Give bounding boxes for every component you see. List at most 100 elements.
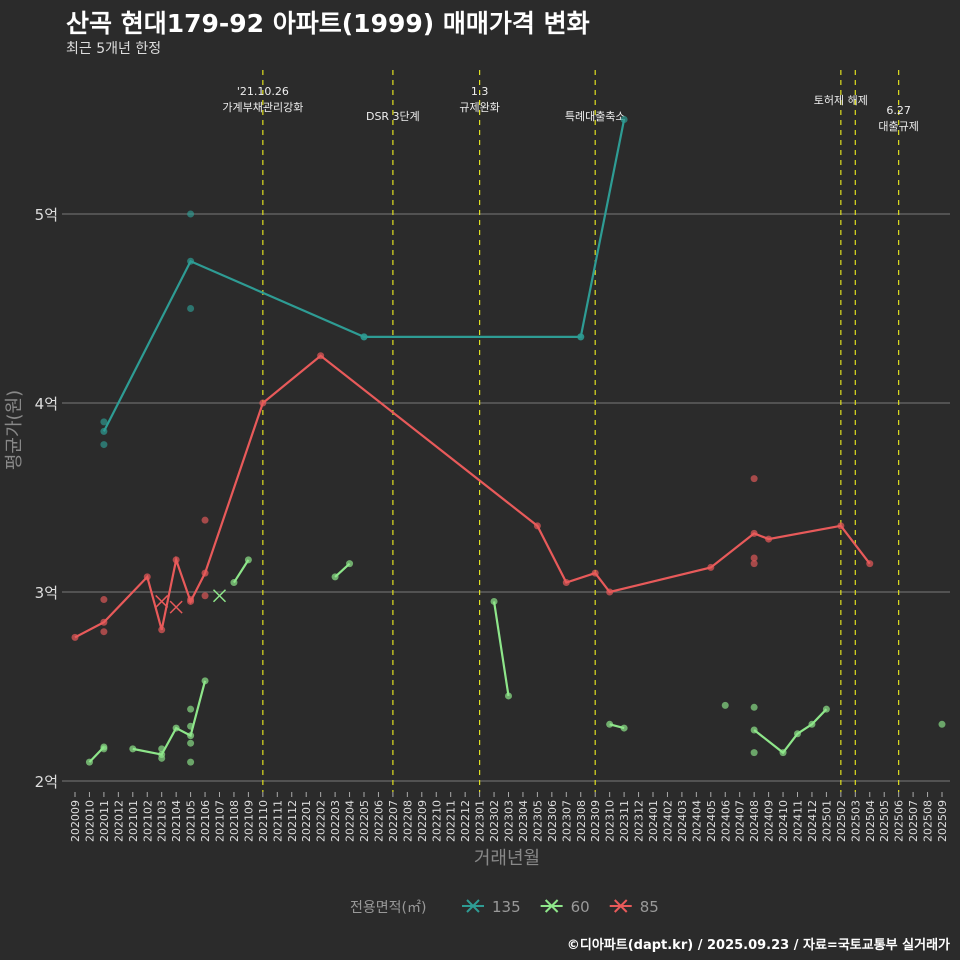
data-point-135: [187, 305, 195, 312]
data-point-85: [750, 475, 758, 483]
series-line-60: [492, 601, 510, 697]
series-line-85: [74, 354, 871, 639]
data-point-60: [620, 724, 628, 732]
data-point-60: [244, 556, 252, 564]
chart-title: 산곡 현대179-92 아파트(1999) 매매가격 변화: [66, 9, 590, 38]
data-point-85: [591, 569, 599, 577]
source-caption: ©디아파트(dapt.kr) / 2025.09.23 / 자료=국토교통부 실…: [566, 938, 950, 953]
x-tick-label: 202211: [445, 800, 458, 842]
data-point-85: [201, 592, 209, 600]
legend-title: 전용면적(㎡): [350, 900, 426, 916]
x-tick-label: 202009: [69, 800, 82, 842]
data-point-85: [259, 399, 267, 407]
data-point-60: [158, 754, 166, 762]
data-point-60: [750, 726, 758, 734]
data-point-85: [158, 626, 166, 634]
data-point-85: [562, 579, 570, 587]
data-point-85: [837, 522, 845, 530]
series-line-135: [102, 119, 626, 432]
event-label: 규제완화: [459, 101, 499, 114]
legend-key-135: [462, 899, 484, 913]
data-point-60: [808, 720, 816, 728]
x-tick-label: 202402: [661, 800, 674, 842]
x-tick-label: 202410: [777, 800, 790, 842]
data-point-85: [317, 352, 325, 360]
x-tick-label: 202401: [647, 800, 660, 842]
x-tick-label: 202111: [271, 800, 284, 842]
x-tick-label: 202106: [199, 800, 212, 842]
x-tick-label: 202406: [719, 800, 732, 842]
event-label: 1.3: [471, 85, 489, 98]
legend-label: 135: [492, 898, 521, 916]
series-line-60: [753, 708, 828, 755]
data-point-60: [230, 579, 238, 587]
data-point-135: [620, 116, 628, 123]
event-label: 특례대출축소: [565, 110, 626, 123]
x-tick-label: 202506: [893, 800, 906, 842]
y-tick-label: 3억: [35, 584, 58, 602]
legend-key-60: [540, 899, 563, 913]
x-tick-label: 202305: [531, 800, 544, 842]
y-tick-label: 4억: [35, 395, 58, 413]
x-tick-label: 202308: [575, 800, 588, 842]
data-point-60: [331, 573, 339, 581]
data-point-135: [360, 333, 368, 341]
x-tick-label: 202303: [503, 800, 516, 842]
y-axis-title: 평균가(원): [4, 390, 25, 470]
x-tick-label: 202202: [315, 800, 328, 842]
data-point-60: [100, 745, 108, 753]
x-tick-label: 202101: [127, 800, 140, 842]
cross-marker-85: [155, 594, 169, 608]
x-tick-label: 202312: [633, 800, 646, 842]
data-point-85: [201, 569, 209, 577]
x-tick-label: 202409: [763, 800, 776, 842]
x-tick-label: 202302: [488, 800, 501, 842]
data-point-85: [187, 596, 195, 604]
data-point-85: [750, 529, 758, 537]
data-point-135: [187, 210, 195, 218]
series-line-60: [233, 559, 250, 584]
event-label: '21.10.26: [237, 85, 289, 98]
data-point-85: [866, 560, 874, 568]
data-point-60: [606, 720, 614, 728]
x-tick-label: 202112: [286, 800, 299, 842]
data-point-60: [187, 758, 195, 766]
x-tick-label: 202505: [878, 800, 891, 842]
x-tick-label: 202508: [922, 800, 935, 842]
x-tick-label: 202311: [618, 800, 631, 842]
x-tick-label: 202203: [329, 800, 342, 842]
data-point-135: [187, 257, 195, 265]
data-point-60: [129, 745, 137, 753]
data-point-135: [100, 441, 108, 449]
y-tick-label: 2억: [35, 773, 58, 791]
chart-subtitle: 최근 5개년 한정: [66, 41, 162, 57]
x-axis-title: 거래년월: [474, 848, 540, 869]
x-tick-label: 202407: [734, 800, 747, 842]
data-point-60: [187, 722, 195, 730]
x-tick-label: 202109: [242, 800, 255, 842]
x-tick-label: 202212: [459, 800, 472, 842]
x-tick-label: 202206: [372, 800, 385, 842]
x-tick-label: 202502: [835, 800, 848, 842]
legend-key-85: [609, 899, 632, 913]
x-tick-label: 202503: [849, 800, 862, 842]
data-point-60: [750, 703, 758, 711]
x-tick-label: 202110: [257, 800, 270, 842]
x-tick-label: 202309: [589, 800, 602, 842]
data-point-60: [505, 692, 512, 700]
x-tick-label: 202108: [228, 800, 241, 842]
data-point-60: [794, 730, 801, 738]
data-point-60: [187, 739, 195, 747]
event-label: 6.27: [886, 104, 911, 117]
x-tick-label: 202210: [430, 800, 443, 842]
x-tick-label: 202507: [907, 800, 920, 842]
data-point-60: [822, 705, 830, 713]
data-point-85: [71, 633, 79, 641]
data-point-60: [187, 732, 195, 740]
x-tick-label: 202207: [387, 800, 400, 842]
data-point-60: [187, 705, 195, 713]
data-point-85: [750, 560, 758, 568]
x-tick-label: 202405: [705, 800, 718, 842]
data-point-85: [100, 618, 108, 626]
data-point-60: [201, 677, 209, 685]
